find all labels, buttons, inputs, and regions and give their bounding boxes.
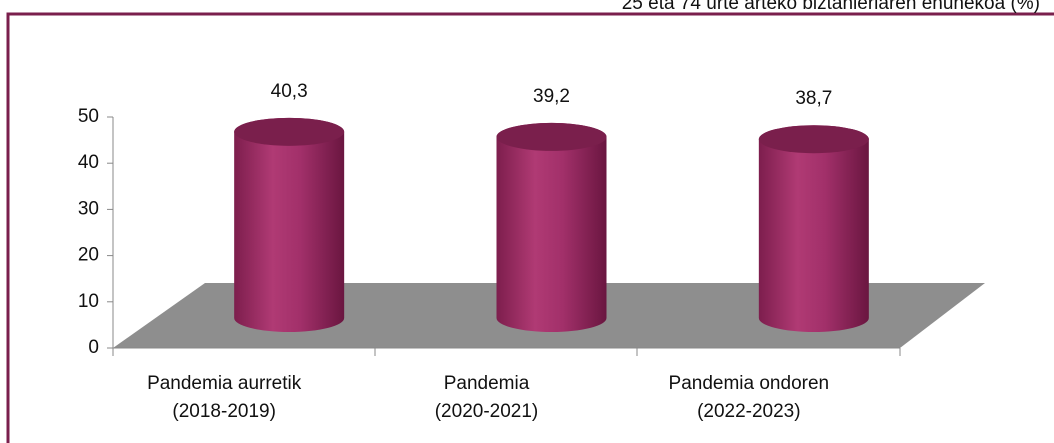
bar: [496, 122, 607, 333]
y-tick-label: 0: [88, 337, 99, 358]
bar: [758, 125, 869, 333]
x-tick-label: (2022-2023): [697, 401, 801, 422]
y-tick-label: 30: [78, 198, 99, 219]
chart-title: 25 eta 74 urte arteko biztanleriaren ehu…: [622, 0, 1040, 14]
bar: [234, 117, 345, 333]
y-tick-label: 50: [78, 106, 99, 127]
bar-top: [496, 122, 607, 151]
y-tick-label: 40: [78, 152, 99, 173]
value-label: 39,2: [533, 86, 570, 107]
frame: [6, 12, 1054, 443]
value-label: 40,3: [271, 81, 308, 102]
x-separators: [112, 348, 901, 356]
x-tick-label: Pandemia ondoren: [669, 373, 830, 394]
x-tick-label: (2020-2021): [435, 401, 539, 422]
y-tick-label: 20: [78, 245, 99, 266]
x-tick-label: (2018-2019): [172, 401, 276, 422]
y-tick-label: 10: [78, 291, 99, 312]
bar-top: [758, 125, 869, 154]
value-label: 38,7: [795, 88, 832, 109]
bar-top: [234, 117, 345, 146]
x-tick-label: Pandemia aurretik: [147, 373, 302, 394]
x-tick-label: Pandemia: [444, 373, 530, 394]
